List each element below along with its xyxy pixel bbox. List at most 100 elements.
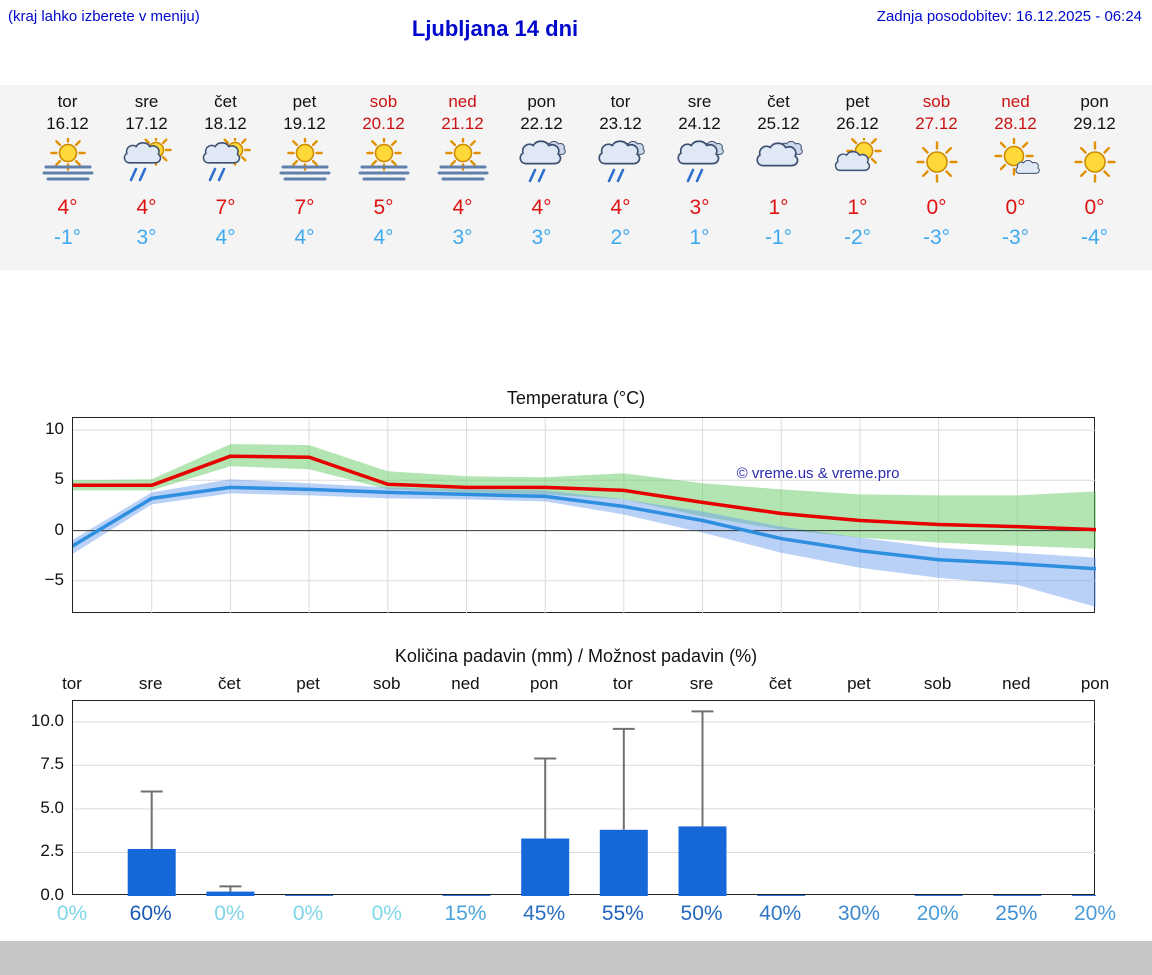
precip-ytick-label: 7.5 (40, 754, 64, 774)
day-date: 16.12 (46, 114, 89, 133)
day-name: pet (845, 92, 870, 111)
temp-ytick-label: 0 (54, 519, 64, 539)
forecast-strip: tor 16.12 4° -1° sre 17.12 4° 3° čet 18.… (0, 85, 1152, 270)
cloud-rain-icon (660, 138, 739, 186)
temperature-plot-canvas (73, 418, 1096, 614)
precip-probability: 0% (371, 902, 402, 925)
day-date: 23.12 (599, 114, 642, 133)
forecast-day[interactable]: ned 21.12 4° 3° (423, 85, 502, 270)
day-name: sre (134, 92, 159, 111)
precip-day-label: tor (62, 674, 82, 693)
forecast-day[interactable]: pet 19.12 7° 4° (265, 85, 344, 270)
temp-ytick-label: 5 (54, 469, 64, 489)
day-name: sob (369, 92, 398, 111)
precip-ytick-label: 2.5 (40, 841, 64, 861)
precip-probability: 40% (759, 902, 802, 925)
day-name: sob (922, 92, 951, 111)
forecast-day[interactable]: čet 25.12 1° -1° (739, 85, 818, 270)
max-temperature: 4° (136, 196, 157, 219)
min-temperature: 3° (136, 226, 157, 249)
max-temperature: 0° (1005, 196, 1026, 219)
precip-day-label: tor (612, 674, 633, 693)
precip-day-label: sob (923, 674, 952, 693)
temperature-chart-title: Temperatura (°C) (506, 388, 646, 408)
cloud-rain-icon (502, 138, 581, 186)
day-name: ned (448, 92, 477, 111)
day-name: ned (1001, 92, 1030, 111)
max-temperature: 1° (768, 196, 789, 219)
temperature-plot: © vreme.us & vreme.pro (72, 417, 1096, 614)
min-temperature: -3° (922, 226, 951, 249)
max-temperature: 5° (373, 196, 394, 219)
min-temperature: -1° (764, 226, 793, 249)
forecast-day[interactable]: pon 29.12 0° -4° (1055, 85, 1134, 270)
precip-day-label: čet (218, 674, 241, 693)
max-temperature: 0° (1084, 196, 1105, 219)
day-name: tor (610, 92, 631, 111)
day-date: 26.12 (836, 114, 879, 133)
precip-day-label: pet (296, 674, 320, 693)
day-date: 21.12 (441, 114, 484, 133)
min-temperature: 4° (294, 226, 315, 249)
precip-day-label: čet (768, 674, 792, 693)
min-temperature: 1° (689, 226, 710, 249)
max-temperature: 7° (294, 196, 315, 219)
sun-fog-icon (265, 138, 344, 186)
precip-day-label: sob (373, 674, 401, 693)
max-temperature: 4° (531, 196, 552, 219)
forecast-day[interactable]: tor 23.12 4° 2° (581, 85, 660, 270)
precip-day-label: ned (451, 674, 480, 693)
forecast-day[interactable]: pet 26.12 1° -2° (818, 85, 897, 270)
forecast-day[interactable]: sre 17.12 4° 3° (107, 85, 186, 270)
forecast-day[interactable]: sob 27.12 0° -3° (897, 85, 976, 270)
max-temperature: 3° (689, 196, 710, 219)
min-temperature: -1° (53, 226, 82, 249)
day-name: tor (57, 92, 78, 111)
precip-day-label: sre (689, 674, 714, 693)
day-date: 28.12 (994, 114, 1037, 133)
forecast-day[interactable]: tor 16.12 4° -1° (28, 85, 107, 270)
precip-day-label: pet (847, 674, 871, 693)
day-name: pet (292, 92, 317, 111)
day-date: 24.12 (678, 114, 721, 133)
min-temperature: -2° (843, 226, 872, 249)
precip-probability: 45% (523, 902, 566, 925)
precip-ytick-label: 0.0 (40, 885, 64, 904)
precip-day-label: pon (529, 674, 559, 693)
day-date: 27.12 (915, 114, 958, 133)
sun-icon (1055, 138, 1134, 186)
precipitation-plot (72, 700, 1096, 896)
day-name: čet (214, 92, 237, 111)
precip-probability: 0% (214, 902, 245, 925)
day-date: 19.12 (283, 114, 326, 133)
min-temperature: 3° (452, 226, 473, 249)
precip-probability: 55% (601, 902, 644, 925)
watermark: © vreme.us & vreme.pro (736, 464, 900, 482)
min-temperature: 4° (373, 226, 394, 249)
precipitation-plot-canvas (73, 710, 1096, 896)
sun-fog-icon (423, 138, 502, 186)
cloud-icon (739, 138, 818, 186)
sun-cloud-icon (818, 138, 897, 186)
sun-small-cloud-icon (976, 138, 1055, 186)
forecast-day[interactable]: ned 28.12 0° -3° (976, 85, 1055, 270)
precip-probability: 0% (56, 902, 88, 925)
temp-ytick-label: 10 (45, 419, 64, 439)
forecast-day[interactable]: pon 22.12 4° 3° (502, 85, 581, 270)
location-menu-note: (kraj lahko izberete v meniju) (8, 8, 200, 25)
precip-probability: 15% (444, 902, 487, 925)
sun-fog-icon (28, 138, 107, 186)
max-temperature: 4° (57, 196, 78, 219)
min-temperature: 4° (215, 226, 236, 249)
day-name: čet (767, 92, 790, 111)
forecast-day[interactable]: sob 20.12 5° 4° (344, 85, 423, 270)
forecast-day[interactable]: čet 18.12 7° 4° (186, 85, 265, 270)
precipitation-chart-title: Količina padavin (mm) / Možnost padavin … (394, 646, 758, 666)
precip-ytick-label: 5.0 (40, 797, 64, 817)
max-temperature: 4° (452, 196, 473, 219)
forecast-day[interactable]: sre 24.12 3° 1° (660, 85, 739, 270)
sun-cloud-rain-icon (186, 138, 265, 186)
precip-probability: 20% (1073, 902, 1117, 925)
precip-day-label: pon (1080, 674, 1110, 693)
precip-day-label: ned (1002, 674, 1031, 693)
